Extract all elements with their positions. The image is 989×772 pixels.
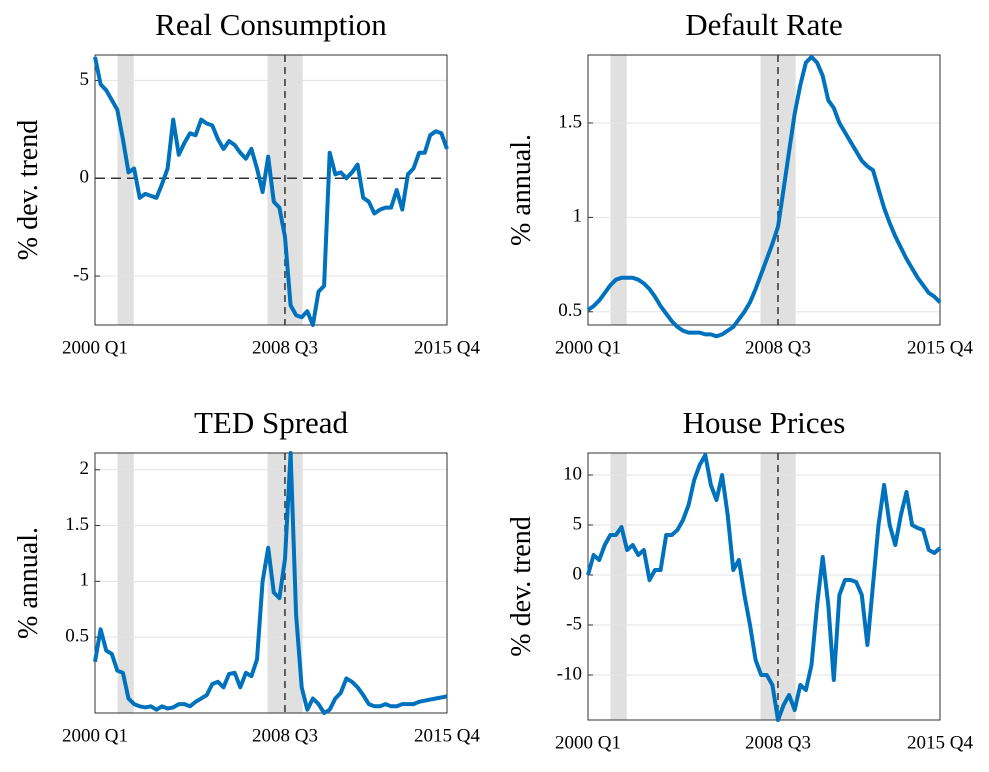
y-tick-label: -5 <box>73 264 89 285</box>
y-tick-label: 5 <box>573 513 583 534</box>
y-tick-label: 0.5 <box>65 625 89 646</box>
panel: 0.5 1 1.5 2 2000 Q1 2008 Q3 2015 Q4 TED Spread%… <box>13 405 480 746</box>
series-line <box>93 451 448 715</box>
y-axis-label: % dev. trend <box>13 120 44 260</box>
x-tick-label: 2000 Q1 <box>62 337 128 358</box>
chart-title: Default Rate <box>685 7 843 42</box>
plot-frame <box>587 54 941 326</box>
y-tick-label: -5 <box>566 613 582 634</box>
chart-title: House Prices <box>683 405 846 440</box>
y-tick-label: 1 <box>80 570 90 591</box>
y-axis-label: % annual. <box>506 134 537 246</box>
y-tick-label: 0.5 <box>558 300 582 321</box>
x-tick-label: 2000 Q1 <box>555 337 621 358</box>
x-tick-label: 2015 Q4 <box>907 337 973 358</box>
panel: -5 0 5 2000 Q1 2008 Q3 2015 Q4 Real Consumptio… <box>13 7 480 358</box>
chart-title: TED Spread <box>194 405 349 440</box>
x-tick-label: 2008 Q3 <box>745 732 811 753</box>
plot-frame <box>94 452 448 714</box>
recession-shade <box>117 55 134 325</box>
panel: -10 -5 0 5 10 2000 Q1 2008 Q3 2015 Q4 House Pric… <box>506 405 973 753</box>
y-tick-label: 1.5 <box>558 111 582 132</box>
series-line <box>93 56 449 327</box>
recession-shade <box>610 453 627 720</box>
plot-frame <box>94 54 448 326</box>
series-line <box>586 453 942 722</box>
x-tick-label: 2000 Q1 <box>555 732 621 753</box>
x-tick-label: 2015 Q4 <box>907 732 973 753</box>
x-tick-label: 2015 Q4 <box>414 725 480 746</box>
y-tick-label: 0 <box>573 563 583 584</box>
plot-frame <box>587 452 941 721</box>
y-tick-label: 1 <box>573 206 583 227</box>
y-tick-label: -10 <box>557 663 582 684</box>
y-tick-label: 0 <box>80 167 90 188</box>
x-tick-label: 2008 Q3 <box>745 337 811 358</box>
recession-shade <box>117 453 134 713</box>
x-tick-label: 2008 Q3 <box>252 337 318 358</box>
panel: 0.5 1 1.5 2000 Q1 2008 Q3 2015 Q4 Default Rate… <box>506 7 973 358</box>
y-tick-label: 1.5 <box>65 514 89 535</box>
x-tick-label: 2015 Q4 <box>414 337 480 358</box>
x-tick-label: 2008 Q3 <box>252 725 318 746</box>
x-tick-label: 2000 Q1 <box>62 725 128 746</box>
chart-title: Real Consumption <box>155 7 387 42</box>
series-line <box>586 54 942 339</box>
y-tick-label: 10 <box>563 463 582 484</box>
y-tick-label: 2 <box>80 458 90 479</box>
y-axis-label: % dev. trend <box>506 516 537 656</box>
y-tick-label: 5 <box>80 69 90 90</box>
y-axis-label: % annual. <box>13 527 44 639</box>
